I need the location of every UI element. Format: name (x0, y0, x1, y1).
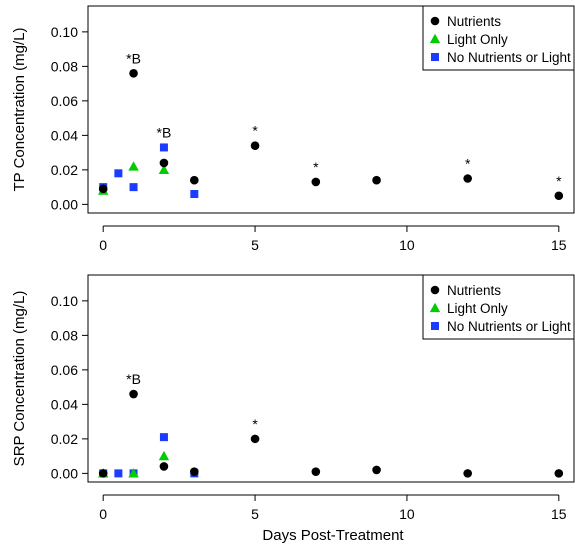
data-point-circle (250, 141, 260, 151)
data-point-circle (190, 175, 199, 185)
x-tick-label: 5 (251, 237, 259, 253)
x-tick-label: 10 (399, 237, 415, 253)
data-point-circle (129, 68, 138, 78)
data-point-triangle (158, 164, 170, 175)
y-tick-label: 0.04 (51, 127, 78, 143)
y-tick-label: 0.00 (51, 196, 78, 212)
legend-label: Nutrients (447, 14, 501, 29)
legend-box (422, 5, 575, 71)
data-point-circle (463, 174, 472, 183)
data-point-circle (98, 469, 108, 478)
data-point-triangle (128, 161, 139, 171)
annotation-label: * (252, 123, 258, 139)
y-tick-label: 0.04 (51, 396, 78, 412)
data-point-circle (159, 462, 169, 471)
y-tick-label: 0.06 (51, 93, 78, 109)
y-tick-label: 0.02 (51, 162, 78, 178)
legend-box (422, 274, 575, 340)
data-point-square (159, 143, 168, 152)
x-tick-label: 10 (399, 506, 415, 522)
y-tick-label: 0.08 (51, 327, 78, 343)
data-point-square (129, 183, 138, 192)
plot-frame (87, 5, 575, 214)
data-point-circle (463, 469, 472, 478)
legend-marker-square (431, 53, 439, 61)
annotation-label: * (556, 173, 562, 189)
y-axis-label: SRP Concentration (mg/L) (11, 291, 28, 467)
data-point-circle (311, 177, 321, 187)
x-axis-label: Days Post-Treatment (262, 527, 404, 544)
y-tick-label: 0.06 (51, 362, 78, 378)
data-point-square (114, 469, 123, 478)
data-point-circle (554, 469, 564, 478)
data-point-circle (250, 434, 260, 444)
annotation-label: * (252, 416, 258, 432)
data-point-circle (190, 467, 199, 476)
annotation-label: * (313, 159, 319, 175)
data-point-circle (372, 175, 381, 185)
y-tick-label: 0.00 (51, 465, 78, 481)
data-point-circle (98, 184, 108, 194)
data-point-circle (129, 389, 138, 399)
panel-2: 0.00 0.02 0.04 0.06 0.08 0.10 0 5 10 15 SRP Concen… (11, 274, 575, 544)
data-point-circle (554, 191, 564, 201)
legend-marker-circle (430, 285, 440, 295)
data-point-circle (311, 467, 321, 476)
data-point-square (190, 190, 199, 199)
y-tick-label: 0.10 (51, 293, 78, 309)
data-point-circle (372, 465, 381, 475)
legend-label: Light Only (447, 32, 508, 47)
y-axis-label: TP Concentration (mg/L) (11, 28, 28, 192)
data-point-circle (159, 158, 169, 168)
plot-frame (87, 274, 575, 483)
legend-marker-triangle (429, 33, 441, 44)
legend-label: Nutrients (447, 283, 501, 298)
annotation-label: *B (157, 124, 172, 140)
panel-1: 0.00 0.02 0.04 0.06 0.08 0.10 0 5 10 15 TP Concent… (11, 5, 575, 253)
x-tick-label: 5 (251, 506, 259, 522)
legend-marker-square (431, 322, 439, 330)
legend-label: No Nutrients or Light (447, 319, 571, 334)
annotation-label: *B (126, 50, 141, 66)
x-tick-label: 15 (551, 237, 567, 253)
y-tick-label: 0.10 (51, 24, 78, 40)
x-tick-label: 15 (551, 506, 567, 522)
data-point-triangle (128, 468, 139, 478)
legend-label: No Nutrients or Light (447, 50, 571, 65)
x-tick-label: 0 (99, 237, 107, 253)
annotation-label: * (465, 156, 471, 172)
y-tick-label: 0.08 (51, 58, 78, 74)
legend-label: Light Only (447, 301, 508, 316)
y-tick-label: 0.02 (51, 431, 78, 447)
annotation-label: *B (126, 371, 141, 387)
legend-marker-triangle (429, 302, 441, 313)
data-point-square (114, 169, 123, 178)
legend-marker-circle (430, 16, 440, 26)
data-point-triangle (158, 450, 170, 461)
data-point-square (159, 433, 168, 442)
x-tick-label: 0 (99, 506, 107, 522)
